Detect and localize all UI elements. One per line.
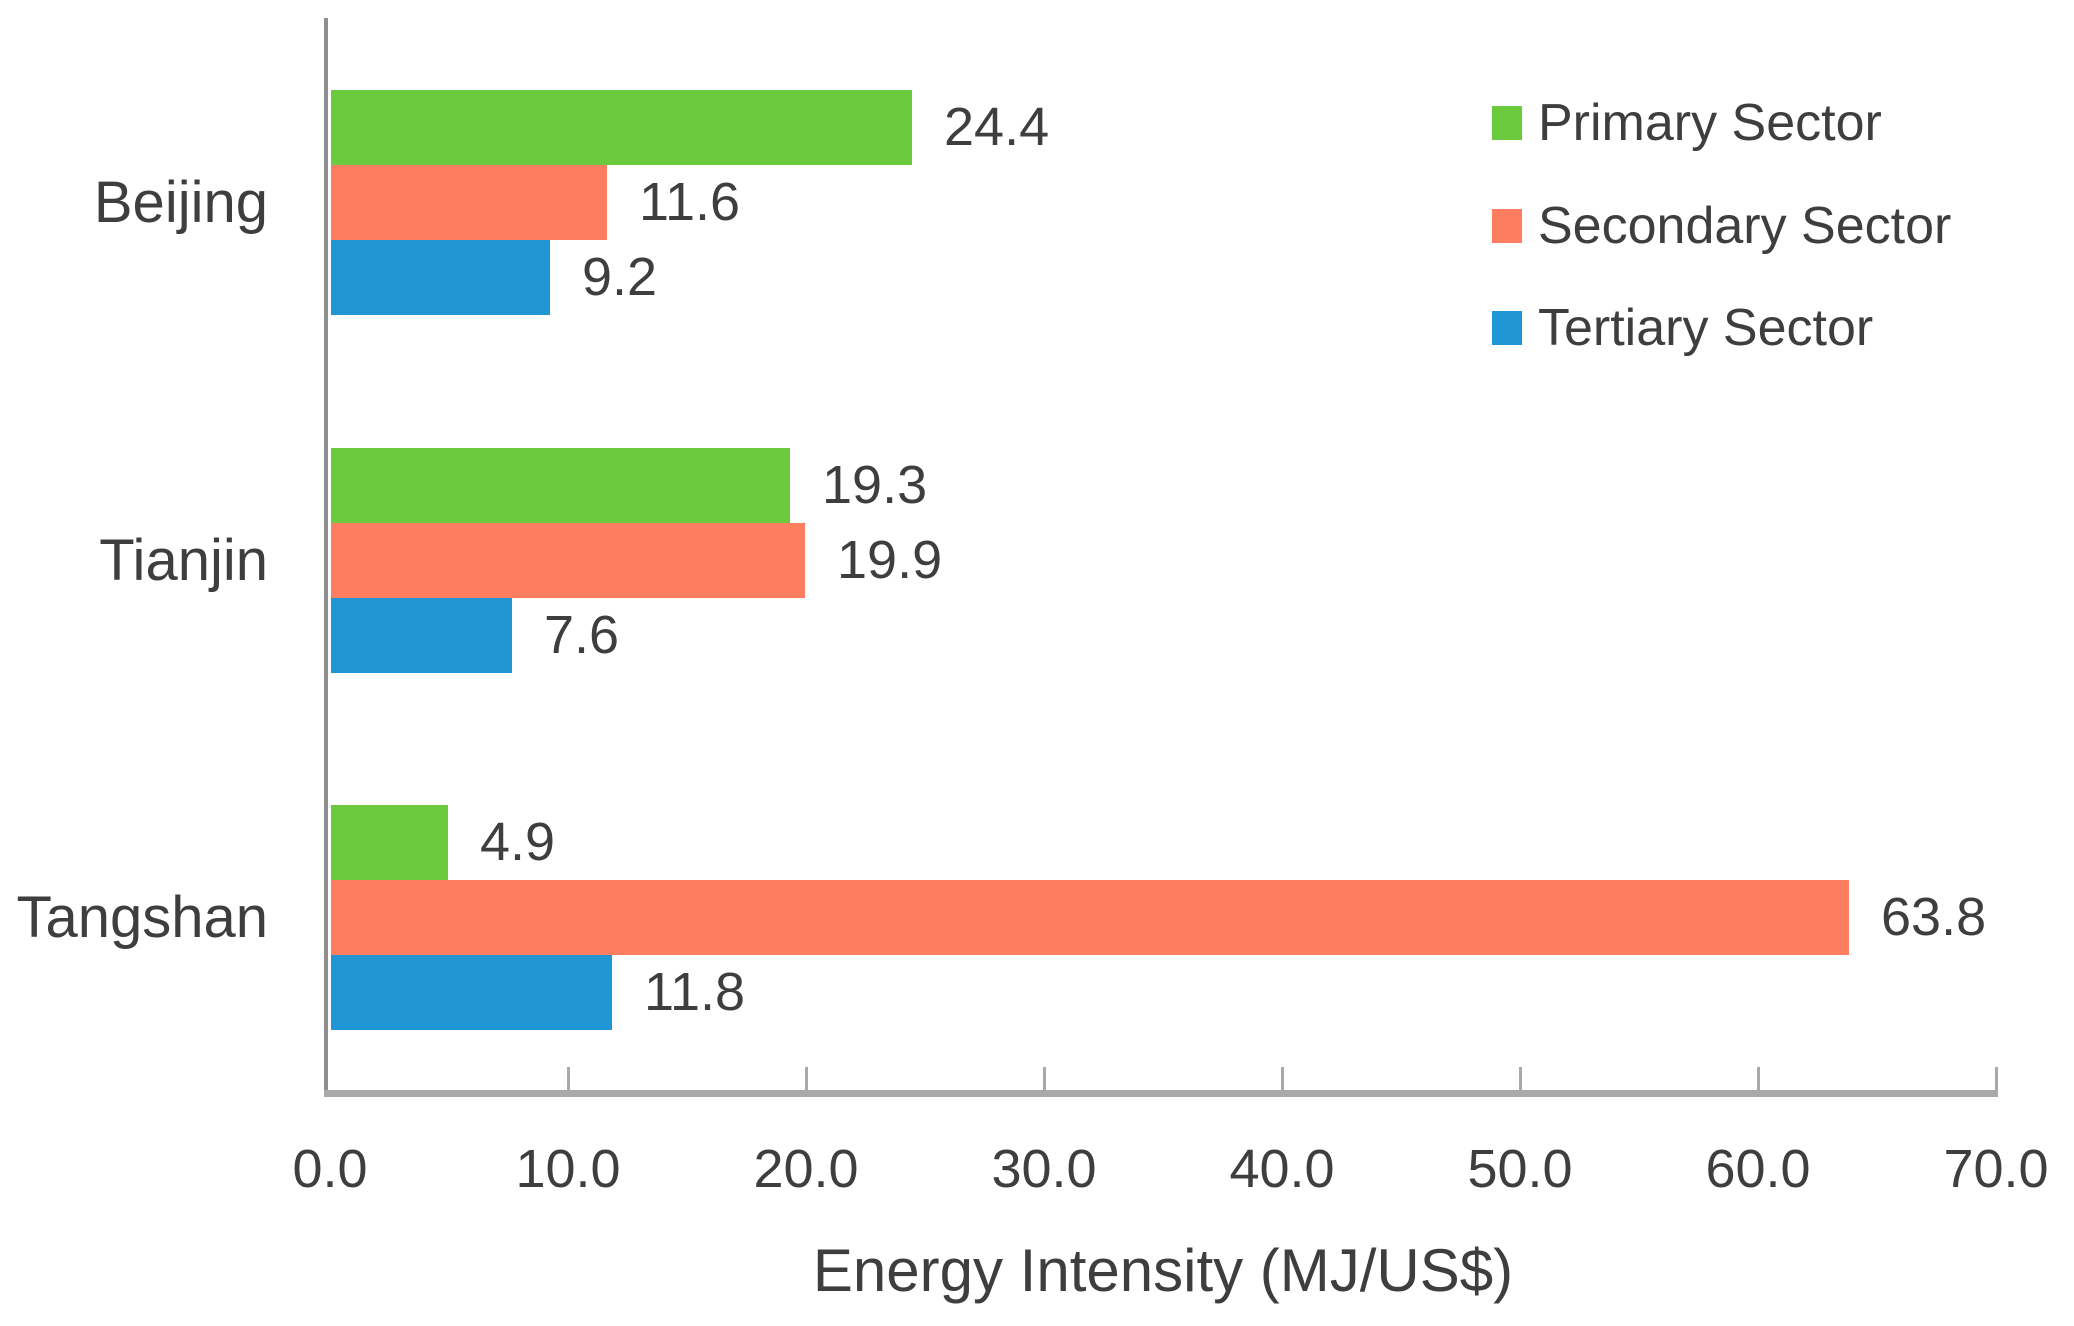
bar-primary-sector-tianjin — [331, 448, 790, 523]
bar-tertiary-sector-beijing — [331, 240, 550, 315]
bar-primary-sector-beijing — [331, 90, 912, 165]
value-label-tertiary-sector-beijing: 9.2 — [582, 247, 658, 307]
x-tick-label-50.0: 50.0 — [1467, 1139, 1573, 1199]
legend-swatch-secondary-sector — [1492, 209, 1522, 243]
x-tick-label-40.0: 40.0 — [1229, 1139, 1335, 1199]
legend-label-tertiary-sector: Tertiary Sector — [1538, 299, 1874, 357]
legend-swatch-tertiary-sector — [1492, 311, 1522, 345]
value-label-tertiary-sector-tianjin: 7.6 — [544, 605, 620, 665]
legend-item-tertiary-sector: Tertiary Sector — [1492, 293, 1873, 363]
x-tick-mark-20.0 — [805, 1067, 808, 1090]
legend-item-secondary-sector: Secondary Sector — [1492, 191, 1951, 261]
x-axis-line — [324, 1090, 1998, 1097]
x-tick-mark-30.0 — [1043, 1067, 1046, 1090]
x-tick-mark-10.0 — [567, 1067, 570, 1090]
value-label-primary-sector-beijing: 24.4 — [944, 97, 1050, 157]
category-label-beijing: Beijing — [93, 170, 268, 235]
bar-secondary-sector-tianjin — [331, 523, 805, 598]
value-label-secondary-sector-tangshan: 63.8 — [1881, 887, 1987, 947]
value-label-secondary-sector-tianjin: 19.9 — [837, 530, 943, 590]
bar-tertiary-sector-tianjin — [331, 598, 512, 673]
x-tick-mark-50.0 — [1519, 1067, 1522, 1090]
bar-tertiary-sector-tangshan — [331, 955, 612, 1030]
category-label-tangshan: Tangshan — [16, 885, 268, 950]
y-axis-line — [324, 18, 328, 1097]
bar-secondary-sector-beijing — [331, 165, 607, 240]
bar-secondary-sector-tangshan — [331, 880, 1849, 955]
value-label-secondary-sector-beijing: 11.6 — [639, 172, 741, 232]
legend-label-primary-sector: Primary Sector — [1538, 94, 1882, 152]
value-label-primary-sector-tianjin: 19.3 — [822, 455, 928, 515]
x-tick-mark-60.0 — [1757, 1067, 1760, 1090]
x-tick-label-10.0: 10.0 — [515, 1139, 621, 1199]
x-tick-label-20.0: 20.0 — [753, 1139, 859, 1199]
x-tick-label-70.0: 70.0 — [1943, 1139, 2049, 1199]
x-tick-label-60.0: 60.0 — [1705, 1139, 1811, 1199]
bar-primary-sector-tangshan — [331, 805, 448, 880]
x-axis-title: Energy Intensity (MJ/US$) — [812, 1237, 1514, 1304]
legend-swatch-primary-sector — [1492, 106, 1522, 140]
legend-label-secondary-sector: Secondary Sector — [1538, 197, 1952, 255]
x-tick-mark-40.0 — [1281, 1067, 1284, 1090]
x-tick-mark-70.0 — [1995, 1067, 1998, 1090]
category-label-tianjin: Tianjin — [99, 528, 268, 593]
value-label-primary-sector-tangshan: 4.9 — [480, 812, 556, 872]
x-tick-label-0.0: 0.0 — [292, 1139, 368, 1199]
value-label-tertiary-sector-tangshan: 11.8 — [644, 962, 746, 1022]
x-tick-label-30.0: 30.0 — [991, 1139, 1097, 1199]
legend-item-primary-sector: Primary Sector — [1492, 88, 1882, 158]
